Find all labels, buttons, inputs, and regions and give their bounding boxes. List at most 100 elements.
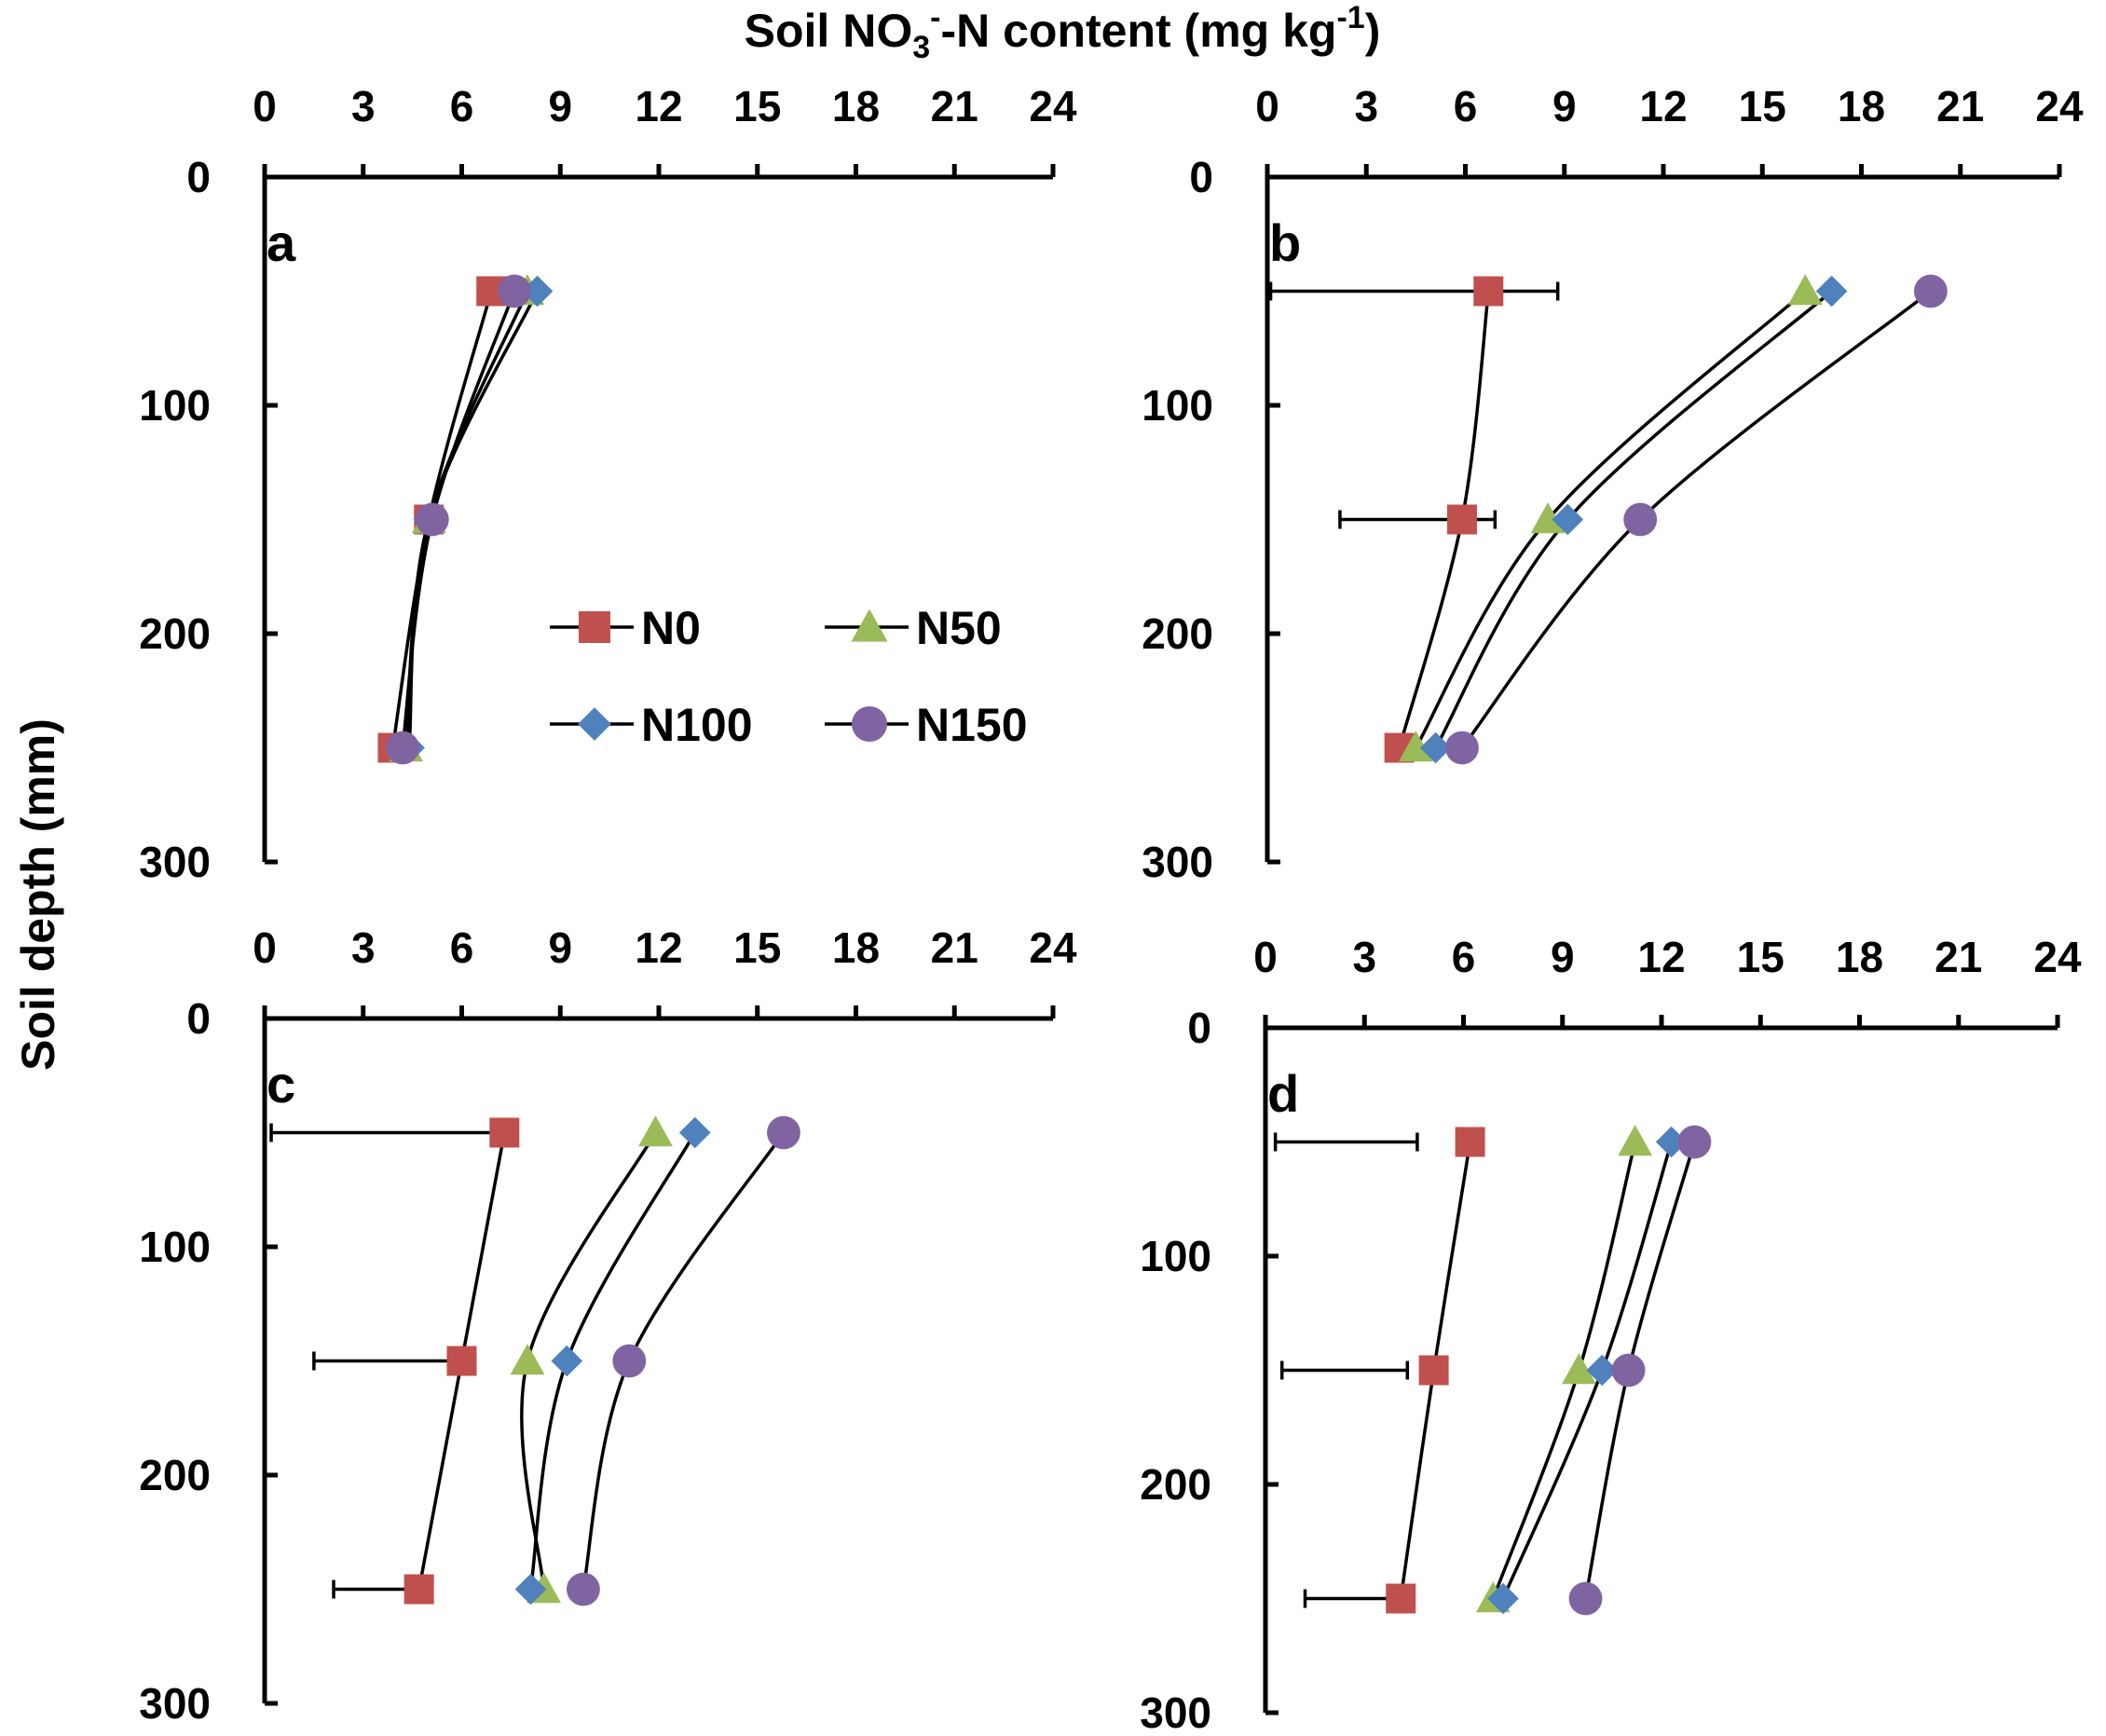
y-tick-label: 0 (186, 153, 211, 201)
data-point-n100 (1552, 503, 1584, 536)
title-part-sup1: - (930, 0, 940, 35)
x-tick-label: 0 (253, 923, 277, 972)
x-tick-label: 18 (1838, 82, 1885, 130)
data-point-n0 (1418, 1355, 1449, 1386)
x-tick-label: 24 (2035, 82, 2084, 130)
x-tick-label: 9 (1551, 933, 1575, 981)
data-point-n150 (1568, 1581, 1603, 1616)
data-point-n100 (1815, 275, 1848, 308)
panel-a: 0 3 6 9 12 15 18 21 24 0 100 200 300 a (139, 82, 1077, 886)
x-tick-label: 3 (351, 923, 376, 972)
x-tick-label: 12 (635, 923, 682, 972)
x-tick-label: 12 (1637, 933, 1685, 981)
y-tick-label: 200 (1140, 1460, 1211, 1509)
data-point-n100 (1655, 1126, 1688, 1158)
y-tick-label: 300 (1140, 1688, 1211, 1736)
legend-label: N50 (916, 602, 1002, 654)
data-point-n0 (403, 1574, 434, 1605)
y-tick-label: 300 (139, 838, 211, 886)
y-tick-label: 100 (139, 1223, 211, 1271)
y-tick-label: 200 (139, 1451, 211, 1499)
panel-b: 0 3 6 9 12 15 18 21 24 0 100 200 300 b (1142, 82, 2084, 886)
data-point-n100 (514, 1573, 547, 1606)
legend: N0 N50 N100 N150 (550, 602, 1028, 751)
panel-label-c: c (267, 1055, 295, 1114)
series-line-n150 (1460, 290, 1932, 749)
data-point-n100 (1487, 1582, 1519, 1615)
panel-d: 0 3 6 9 12 15 18 21 24 0 100 200 300 d (1140, 933, 2082, 1736)
x-tick-label: 0 (253, 82, 277, 130)
x-tick-label: 21 (931, 82, 978, 130)
y-tick-label: 200 (139, 609, 211, 658)
x-tick-label: 0 (1253, 933, 1278, 981)
panel-label-a: a (267, 213, 296, 272)
x-tick-label: 15 (733, 82, 781, 130)
y-tick-label: 0 (1189, 153, 1213, 201)
y-tick-label: 0 (1187, 1004, 1211, 1052)
x-tick-label: 15 (1739, 82, 1786, 130)
x-tick-label: 15 (733, 923, 781, 972)
title-part-post: ) (1365, 5, 1381, 57)
x-tick-label: 15 (1737, 933, 1785, 981)
y-tick-label: 300 (1142, 838, 1213, 886)
data-point-n150 (612, 1344, 647, 1378)
x-tick-label: 24 (2033, 933, 2082, 981)
panel-label-b: b (1269, 213, 1301, 272)
x-tick-label: 3 (351, 82, 376, 130)
data-point-n100 (1586, 1354, 1619, 1387)
data-point-n50 (510, 1344, 545, 1375)
x-tick-label: 18 (832, 923, 880, 972)
data-point-n0 (489, 1117, 520, 1148)
data-point-n150 (1445, 731, 1479, 765)
x-tick-label: 9 (548, 923, 572, 972)
x-tick-label: 6 (1454, 82, 1478, 130)
title-part-sub: 3 (912, 30, 930, 65)
data-point-n150 (1913, 274, 1948, 308)
x-tick-label: 0 (1255, 82, 1279, 130)
data-point-n0 (1446, 504, 1477, 535)
data-point-n100 (1419, 731, 1452, 764)
data-point-n50 (1787, 274, 1823, 306)
data-point-n100 (678, 1116, 711, 1149)
x-tick-label: 3 (1354, 82, 1378, 130)
x-tick-label: 6 (1452, 933, 1476, 981)
x-tick-label: 6 (450, 923, 474, 972)
data-point-n150 (1623, 502, 1658, 537)
data-point-n150 (767, 1115, 800, 1150)
y-tick-label: 100 (1140, 1232, 1211, 1280)
x-tick-label: 21 (1936, 82, 1984, 130)
x-tick-label: 18 (832, 82, 880, 130)
panel-c: 0 3 6 9 12 15 18 21 24 0 100 200 300 c (139, 923, 1077, 1728)
data-point-n150 (386, 731, 419, 765)
data-point-n100 (551, 1345, 583, 1377)
x-tick-label: 12 (1639, 82, 1687, 130)
x-tick-label: 9 (1552, 82, 1577, 130)
x-tick-label: 21 (931, 923, 978, 972)
data-point-n50 (1530, 502, 1566, 534)
data-point-n150 (415, 502, 449, 537)
data-point-n50 (1398, 731, 1433, 762)
legend-marker-n100 (578, 707, 611, 741)
legend-marker-n150 (851, 705, 888, 743)
x-axis-title: Soil NO3--N content (mg kg-1) (745, 0, 1381, 65)
legend-label: N150 (916, 699, 1028, 751)
data-point-n50 (1618, 1125, 1653, 1156)
data-point-n150 (1677, 1125, 1712, 1159)
y-tick-label: 100 (139, 381, 211, 430)
legend-item-n0: N0 (550, 602, 701, 654)
x-tick-label: 21 (1935, 933, 1982, 981)
data-point-n0 (1473, 276, 1504, 307)
legend-label: N0 (641, 602, 701, 654)
panel-label-d: d (1267, 1064, 1299, 1123)
x-tick-label: 3 (1352, 933, 1376, 981)
data-point-n0 (1386, 1583, 1416, 1614)
y-tick-label: 300 (139, 1679, 211, 1728)
data-point-n150 (497, 274, 531, 308)
y-tick-label: 100 (1142, 381, 1213, 430)
y-tick-label: 0 (186, 994, 211, 1043)
y-tick-label: 200 (1142, 609, 1213, 658)
title-part-mid: -N content (mg kg (940, 5, 1336, 57)
data-point-n50 (1562, 1353, 1596, 1385)
data-point-n150 (1611, 1353, 1646, 1387)
